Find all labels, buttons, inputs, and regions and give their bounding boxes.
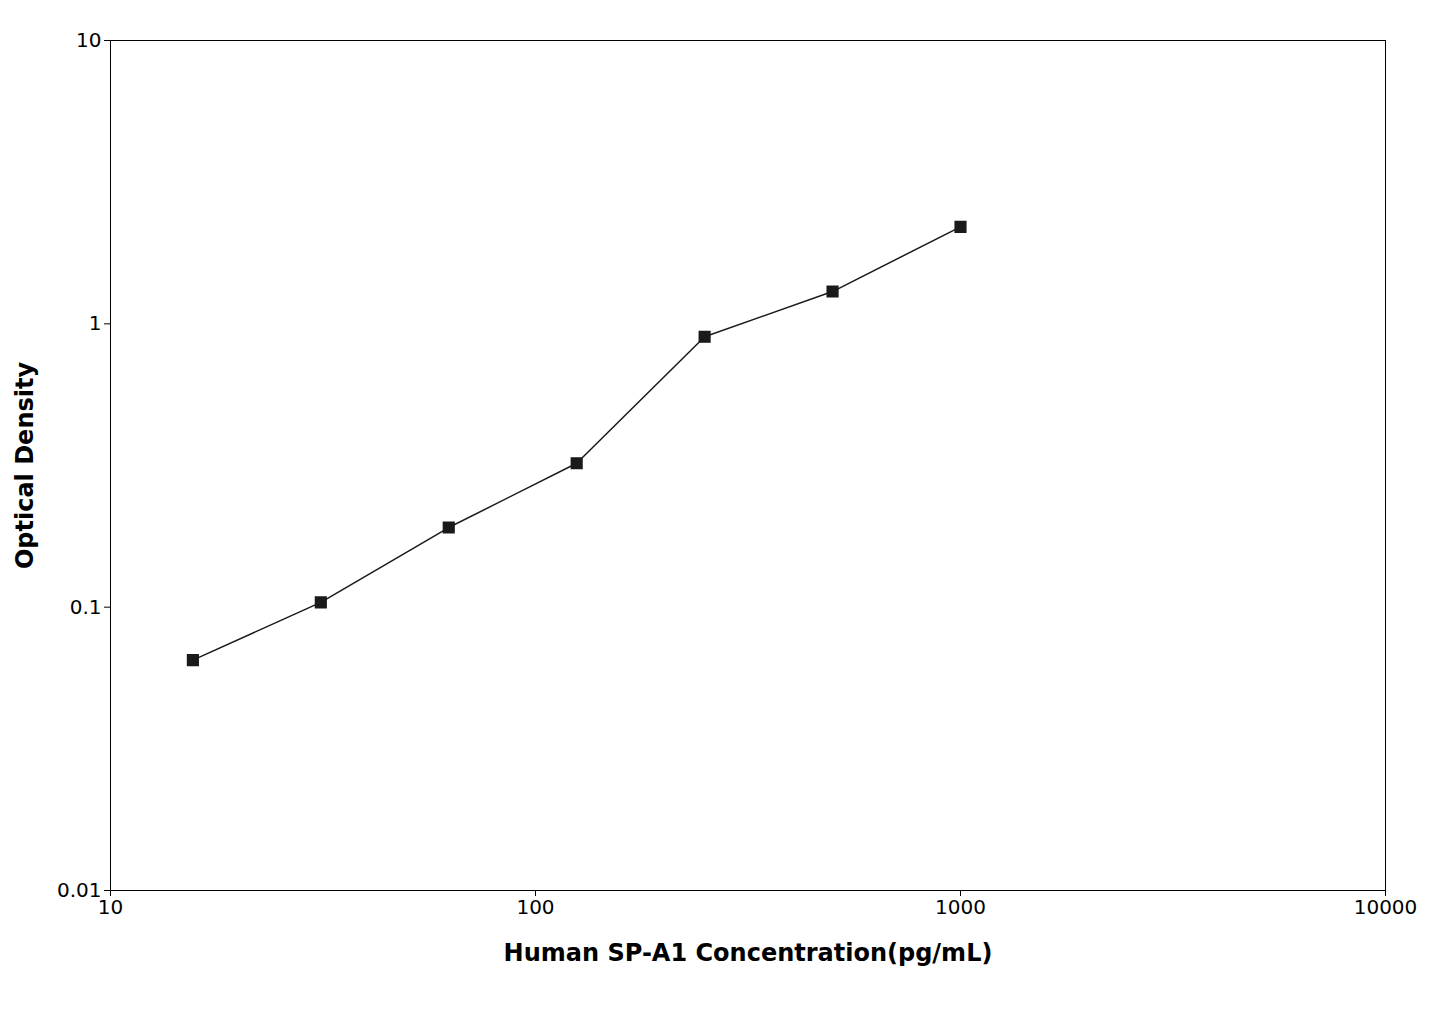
svg-text:10000: 10000 (1354, 895, 1418, 919)
svg-text:Optical Density: Optical Density (11, 362, 39, 570)
svg-text:10: 10 (76, 28, 101, 52)
svg-text:1000: 1000 (935, 895, 986, 919)
svg-text:10: 10 (98, 895, 123, 919)
svg-text:100: 100 (516, 895, 554, 919)
svg-text:0.01: 0.01 (57, 878, 102, 902)
svg-text:0.1: 0.1 (70, 595, 102, 619)
svg-text:1: 1 (89, 311, 102, 335)
svg-text:Human SP-A1 Concentration(pg/m: Human SP-A1 Concentration(pg/mL) (504, 939, 993, 967)
